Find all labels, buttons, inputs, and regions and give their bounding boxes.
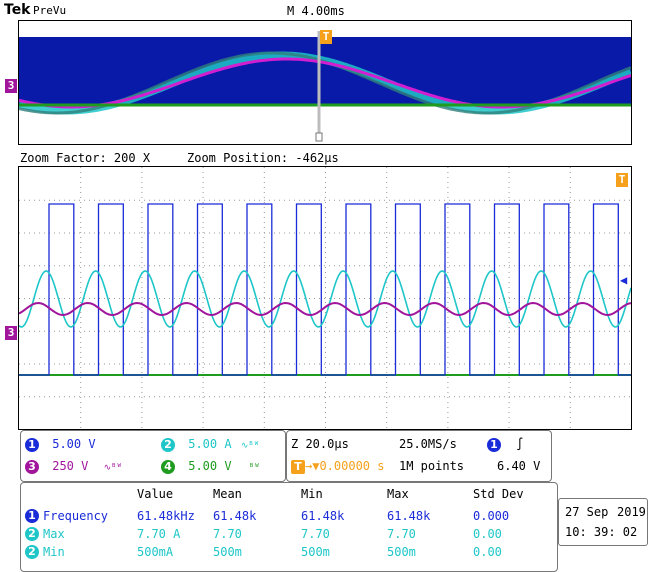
timebase-trigger-panel[interactable]: Z 20.0µs 25.0MS/s 1 ∫ T →▼0.00000 s 1M po… (286, 430, 552, 482)
meas-max: 61.48k (387, 509, 431, 523)
acquisition-mode: PreVu (33, 4, 67, 17)
ch1-scale: 5.00 V (52, 437, 96, 451)
meas-mean: 500m (213, 545, 242, 559)
preview-waveforms (19, 31, 631, 142)
date-time-readout: 27 Sep 2019 10: 39: 02 (558, 498, 648, 546)
ch2-badge[interactable]: 2 (161, 438, 175, 452)
ch3-scale: 250 V (52, 459, 89, 473)
preview-trigger-marker[interactable]: T (320, 30, 332, 44)
zoom-waveform-display[interactable] (18, 166, 632, 430)
ch2-bandwidth-icon: ∿ᴮᵂ (240, 441, 260, 451)
meas-mean: 7.70 (213, 527, 242, 541)
meas-max: 7.70 (387, 527, 416, 541)
meas-value: 500mA (137, 545, 174, 559)
meas-stddev: 0.000 (473, 509, 510, 523)
meas-max: 500m (387, 545, 416, 559)
record-length: 1M points (399, 459, 465, 473)
ch2-scale: 5.00 A (188, 437, 232, 451)
ch3-level-marker[interactable]: 3 (5, 326, 17, 340)
meas-mean: 61.48k (213, 509, 257, 523)
meas-stddev: 0.00 (473, 527, 502, 541)
ch3-bandwidth-icon: ∿ᴮᵂ (103, 463, 122, 473)
brand-logo: Tek (4, 2, 31, 18)
ch3-badge[interactable]: 3 (25, 460, 39, 474)
meas-ch-badge: 2 (25, 527, 39, 541)
ch1-badge[interactable]: 1 (25, 438, 39, 452)
ch4-bandwidth-icon: ᴮᵂ (248, 463, 260, 473)
measurement-row[interactable]: 2 Max 7.70 A 7.70 7.70 7.70 0.00 (25, 527, 555, 545)
col-header-mean: Mean (213, 487, 242, 501)
ch4-badge[interactable]: 4 (161, 460, 175, 474)
channel-settings-panel[interactable]: 1 5.00 V 2 5.00 A ∿ᴮᵂ 3 250 V ∿ᴮᵂ 4 5.00… (20, 430, 286, 482)
zoom-position: Zoom Position: -462µs (187, 151, 339, 165)
meas-min: 500m (301, 545, 330, 559)
zoom-timebase: Z 20.0µs (291, 437, 349, 451)
meas-min: 7.70 (301, 527, 330, 541)
date-year: 2019 (617, 505, 646, 519)
col-header-min: Min (301, 487, 323, 501)
date-day-month: 27 Sep (565, 505, 609, 519)
meas-name: Min (43, 545, 65, 559)
clock-time: 10: 39: 02 (565, 525, 638, 539)
trigger-position-marker[interactable]: T (616, 173, 628, 187)
trigger-offset: ▼0.00000 s (312, 459, 385, 473)
meas-name: Max (43, 527, 65, 541)
zoom-factor: Zoom Factor: 200 X (20, 151, 151, 165)
meas-ch-badge: 2 (25, 545, 39, 559)
col-header-stddev: Std Dev (473, 487, 524, 501)
meas-ch-badge: 1 (25, 509, 39, 523)
timebase-readout: M 4.00ms (287, 4, 345, 18)
measurement-table[interactable]: Value Mean Min Max Std Dev 1 Frequency 6… (20, 482, 558, 572)
trigger-level: 6.40 V (497, 459, 541, 473)
trigger-level-arrow-icon: ◀ (620, 273, 628, 287)
zoom-waveforms (19, 167, 631, 428)
meas-name: Frequency (43, 509, 109, 523)
meas-stddev: 0.00 (473, 545, 502, 559)
col-header-value: Value (137, 487, 174, 501)
measurement-row[interactable]: 2 Min 500mA 500m 500m 500m 0.00 (25, 545, 555, 563)
meas-value: 7.70 A (137, 527, 181, 541)
trigger-slope-icon: ∫ (516, 437, 524, 451)
trigger-icon: T (291, 460, 305, 474)
meas-min: 61.48k (301, 509, 345, 523)
trigger-source-badge[interactable]: 1 (487, 438, 501, 452)
measurement-row[interactable]: 1 Frequency 61.48kHz 61.48k 61.48k 61.48… (25, 509, 555, 527)
ch4-scale: 5.00 V (188, 459, 232, 473)
preview-ch3-level-marker[interactable]: 3 (5, 79, 17, 93)
col-header-max: Max (387, 487, 409, 501)
sample-rate: 25.0MS/s (399, 437, 457, 451)
meas-value: 61.48kHz (137, 509, 195, 523)
